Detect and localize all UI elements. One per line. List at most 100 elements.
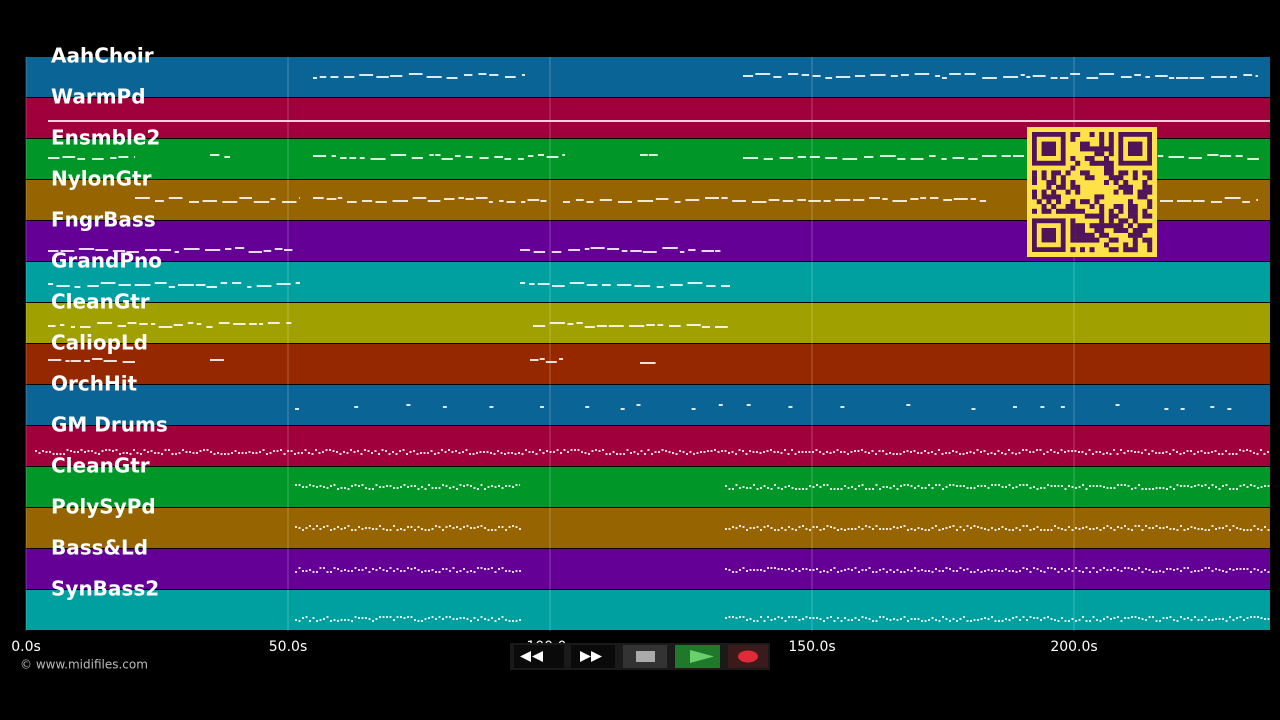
- note: [1211, 451, 1213, 453]
- note: [259, 323, 264, 325]
- qr-cell: [1051, 180, 1057, 185]
- note: [952, 157, 965, 159]
- note: [1050, 77, 1058, 79]
- note: [1193, 453, 1196, 455]
- note: [798, 488, 801, 490]
- note: [1026, 76, 1031, 78]
- note: [1243, 484, 1245, 486]
- qr-cell: [1070, 132, 1076, 137]
- note: [984, 485, 986, 487]
- rewind-button[interactable]: [514, 645, 564, 668]
- note: [994, 620, 997, 622]
- note: [749, 569, 752, 571]
- note: [644, 453, 646, 455]
- note: [1033, 486, 1035, 488]
- note: [1081, 451, 1084, 453]
- note: [70, 360, 81, 362]
- note: [1085, 620, 1088, 622]
- note: [791, 616, 794, 618]
- qr-cell: [1036, 199, 1042, 205]
- note: [515, 526, 518, 528]
- note: [459, 528, 462, 530]
- note: [1102, 453, 1105, 455]
- note: [545, 361, 557, 363]
- note: [421, 571, 423, 573]
- note: [896, 453, 898, 455]
- qr-cell: [1094, 146, 1100, 152]
- note: [465, 156, 473, 158]
- note: [115, 449, 118, 451]
- tick-label: 200.0s: [1050, 639, 1097, 655]
- note: [842, 158, 858, 160]
- note: [991, 570, 993, 572]
- note: [658, 451, 660, 453]
- note: [1222, 485, 1224, 487]
- note: [886, 571, 888, 573]
- forward-button[interactable]: [571, 645, 615, 668]
- note: [763, 158, 773, 160]
- stop-button[interactable]: [623, 645, 667, 668]
- note: [1001, 486, 1004, 488]
- note: [1257, 569, 1259, 571]
- note: [354, 616, 357, 618]
- note: [753, 484, 755, 486]
- note: [1054, 568, 1056, 570]
- note: [1201, 569, 1203, 571]
- qr-cell: [1142, 184, 1148, 190]
- note: [199, 450, 202, 452]
- note: [693, 453, 695, 455]
- qr-cell: [1089, 175, 1095, 181]
- record-button[interactable]: [728, 645, 768, 668]
- note: [498, 618, 500, 620]
- note: [773, 451, 776, 453]
- note: [735, 527, 738, 529]
- note: [1131, 568, 1133, 570]
- note: [1263, 453, 1266, 455]
- track-name: AahChoir: [51, 44, 154, 68]
- note: [449, 525, 451, 527]
- note: [858, 526, 860, 528]
- note: [994, 453, 996, 455]
- note: [1267, 451, 1269, 453]
- note: [478, 73, 487, 75]
- note: [302, 486, 304, 488]
- note: [830, 488, 832, 490]
- note: [1110, 487, 1112, 489]
- note: [1075, 567, 1077, 569]
- note: [456, 618, 458, 620]
- note: [928, 570, 930, 572]
- note: [372, 488, 374, 490]
- note: [763, 526, 766, 528]
- note: [1215, 528, 1217, 530]
- note: [491, 617, 493, 619]
- note: [1225, 620, 1228, 622]
- note: [893, 618, 895, 620]
- note: [178, 452, 181, 454]
- note: [854, 567, 857, 569]
- note: [949, 73, 961, 75]
- note: [1180, 485, 1182, 487]
- qr-cell: [1075, 237, 1081, 243]
- note: [1022, 567, 1025, 569]
- note: [689, 451, 692, 453]
- note: [1123, 452, 1126, 454]
- qr-cell: [1099, 146, 1105, 152]
- qr-cell: [1113, 189, 1119, 195]
- note: [725, 485, 727, 487]
- note: [1144, 449, 1147, 451]
- note: [1176, 451, 1178, 453]
- note: [480, 616, 483, 618]
- qr-cell: [1123, 242, 1129, 248]
- note: [1099, 73, 1115, 75]
- note: [893, 485, 895, 487]
- note: [868, 526, 871, 528]
- note: [379, 525, 381, 527]
- note: [715, 250, 721, 252]
- note: [458, 452, 461, 454]
- note: [358, 526, 360, 528]
- note: [998, 620, 1000, 622]
- play-button[interactable]: [675, 645, 720, 668]
- note: [1157, 155, 1164, 157]
- note: [998, 528, 1000, 530]
- note: [1243, 529, 1245, 531]
